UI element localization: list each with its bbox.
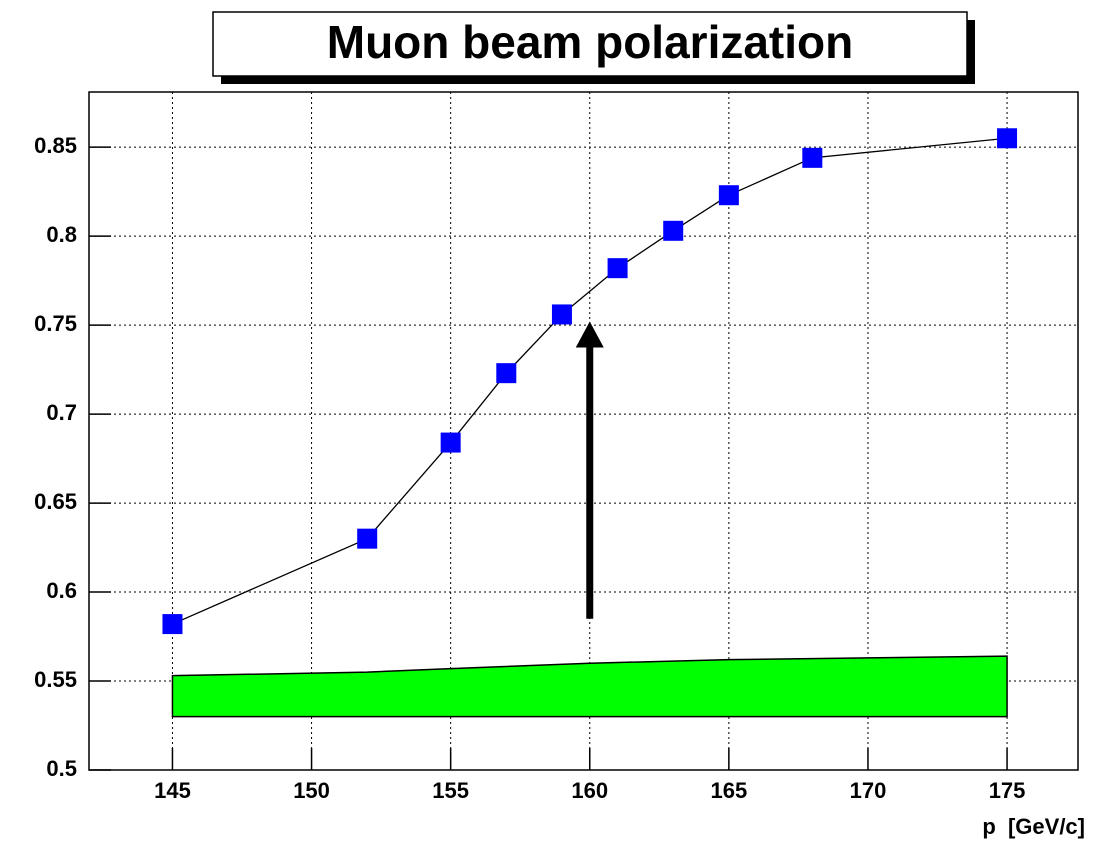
x-tick-label: 150 xyxy=(293,778,330,803)
band xyxy=(171,655,1008,718)
data-point xyxy=(802,147,823,168)
chart-title: Muon beam polarization xyxy=(327,16,853,68)
x-axis-label: p [GeV/c] xyxy=(982,814,1085,839)
x-tick-label: 165 xyxy=(711,778,748,803)
data-point xyxy=(551,304,572,325)
y-tick-label: 0.55 xyxy=(34,667,77,692)
data-point xyxy=(162,614,183,635)
data-point xyxy=(440,432,461,453)
y-tick-label: 0.75 xyxy=(34,311,77,336)
y-tick-label: 0.6 xyxy=(46,578,77,603)
data-point xyxy=(496,363,517,384)
data-point xyxy=(718,185,739,206)
y-tick-label: 0.65 xyxy=(34,489,77,514)
y-tick-label: 0.5 xyxy=(46,756,77,781)
y-tick-label: 0.85 xyxy=(34,133,77,158)
arrow-head xyxy=(575,321,604,348)
y-tick-label: 0.8 xyxy=(46,222,77,247)
x-tick-label: 160 xyxy=(571,778,608,803)
title-box xyxy=(212,11,968,77)
x-tick-label: 155 xyxy=(432,778,469,803)
x-tick-label: 145 xyxy=(154,778,191,803)
data-line xyxy=(172,137,1008,625)
data-point xyxy=(357,528,378,549)
data-point xyxy=(607,258,628,279)
data-point xyxy=(997,128,1018,149)
y-tick-label: 0.7 xyxy=(46,400,77,425)
data-point xyxy=(663,220,684,241)
x-tick-label: 170 xyxy=(850,778,887,803)
x-tick-label: 175 xyxy=(989,778,1026,803)
